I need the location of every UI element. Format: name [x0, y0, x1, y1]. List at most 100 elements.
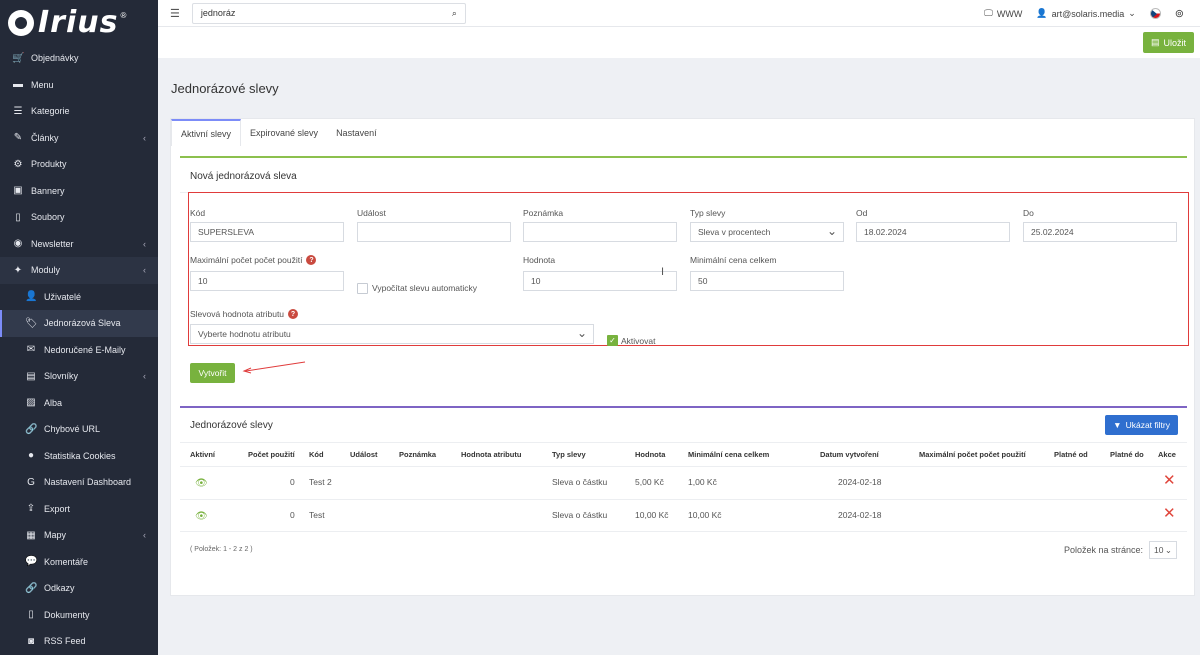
sidebar-item-label: Odkazy [44, 583, 75, 594]
sidebar-item-kategorie[interactable]: ☰ Kategorie [0, 98, 158, 125]
per-page-select[interactable]: 10 ⌄ [1149, 541, 1177, 559]
sidebar-item-u-ivatel-[interactable]: 👤 Uživatelé [0, 284, 158, 311]
attr-value-select[interactable]: Vyberte hodnotu atributu [190, 324, 594, 344]
col-platne-do[interactable]: Platné do [1110, 450, 1144, 459]
col-platne-od[interactable]: Platné od [1054, 450, 1088, 459]
sidebar-item-koment-e[interactable]: 💬 Komentáře [0, 549, 158, 576]
per-page-value: 10 [1154, 545, 1164, 555]
col-typ[interactable]: Typ slevy [552, 450, 586, 459]
sidebar-item-nedoru-en-e-maily[interactable]: ✉ Nedoručené E-Maily [0, 337, 158, 364]
settings-icon[interactable]: ⊚ [1174, 8, 1184, 20]
max-uses-input[interactable]: 10 [190, 271, 344, 291]
col-min-cena[interactable]: Minimální cena celkem [688, 450, 770, 459]
cell-min: 1,00 Kč [688, 477, 717, 487]
sidebar-item-newsletter[interactable]: ◉ Newsletter ‹ [0, 231, 158, 258]
user-menu[interactable]: 👤 art@solaris.media ⌄ [1036, 8, 1135, 19]
eye-icon[interactable]: 👁 [195, 511, 208, 522]
poznamka-input[interactable] [523, 222, 677, 242]
sidebar-item-statistika-cookies[interactable]: ● Statistika Cookies [0, 443, 158, 470]
delete-icon[interactable]: ✕ [1163, 505, 1176, 522]
sidebar-icon: 🏷 [25, 317, 38, 329]
highlight-box [188, 192, 1189, 346]
save-icon: ▤ [1150, 37, 1160, 47]
col-datum[interactable]: Datum vytvoření [820, 450, 879, 459]
search-value: jednoráz [200, 8, 236, 18]
col-hodnota[interactable]: Hodnota [635, 450, 666, 459]
show-filters-button[interactable]: ▼ Ukázat filtry [1105, 415, 1178, 435]
www-link[interactable]: 🖵 WWW [984, 8, 1022, 19]
sidebar-item-produkty[interactable]: ⚙ Produkty [0, 151, 158, 178]
create-button[interactable]: Vytvořit [190, 363, 235, 383]
sidebar-item-dokumenty[interactable]: ▯ Dokumenty [0, 602, 158, 629]
main-card: Aktivní slevy Expirované slevy Nastavení… [170, 118, 1195, 596]
search-icon[interactable]: ⌕ [451, 7, 457, 18]
sidebar-item-jednor-zov-sleva[interactable]: 🏷 Jednorázová Sleva [0, 310, 158, 337]
chevron-left-icon: ‹ [143, 530, 146, 541]
eye-icon[interactable]: 👁 [195, 478, 208, 489]
sidebar-item-bannery[interactable]: ▣ Bannery [0, 178, 158, 205]
sidebar-item-rss-feed[interactable]: ◙ RSS Feed [0, 628, 158, 655]
sidebar-item--l-nky[interactable]: ✎ Články ‹ [0, 125, 158, 152]
col-pocet[interactable]: Počet použití [248, 450, 295, 459]
od-date-input[interactable]: 18.02.2024 [856, 222, 1010, 242]
col-akce: Akce [1158, 450, 1176, 459]
sidebar-item-moduly[interactable]: ✦ Moduly ‹ [0, 257, 158, 284]
logo[interactable]: Irius ® [0, 0, 158, 45]
col-aktivni[interactable]: Aktivní [190, 450, 216, 459]
sidebar-item-mapy[interactable]: ▦ Mapy ‹ [0, 522, 158, 549]
sidebar-icon: 💬 [25, 556, 38, 568]
sidebar-item-label: Alba [44, 397, 63, 408]
activate-label: Aktivovat [621, 336, 656, 346]
sidebar-item-label: RSS Feed [44, 636, 86, 647]
sidebar-item-nastaven-dashboard[interactable]: G Nastavení Dashboard [0, 469, 158, 496]
sidebar-item-chybov-url[interactable]: 🔗 Chybové URL [0, 416, 158, 443]
col-max-pocet[interactable]: Maximální počet počet použití [919, 450, 1026, 459]
sidebar-item-alba[interactable]: ▨ Alba [0, 390, 158, 417]
sidebar-icon: ▦ [26, 529, 36, 541]
monitor-icon: 🖵 [984, 8, 993, 18]
do-date-input[interactable]: 25.02.2024 [1023, 222, 1177, 242]
sidebar-icon: G [27, 476, 35, 488]
hamburger-menu-icon[interactable]: ☰ [170, 7, 180, 20]
sidebar-item-label: Newsletter [31, 238, 74, 249]
od-label: Od [856, 208, 868, 218]
sidebar-item-slovn-ky[interactable]: ▤ Slovníky ‹ [0, 363, 158, 390]
col-kod[interactable]: Kód [309, 450, 324, 459]
min-price-input[interactable]: 50 [690, 271, 844, 291]
user-icon: 👤 [1036, 8, 1048, 18]
udalost-input[interactable] [357, 222, 511, 242]
help-icon[interactable]: ? [306, 255, 317, 265]
sidebar-icon: 🔗 [25, 423, 38, 435]
sidebar-item-menu[interactable]: ▬ Menu [0, 72, 158, 99]
max-uses-text: Maximální počet počet použití [190, 255, 303, 265]
sidebar-item-objedn-vky[interactable]: 🛒 Objednávky [0, 45, 158, 72]
typ-slevy-select[interactable]: Sleva v procentech [690, 222, 844, 242]
filter-icon: ▼ [1113, 420, 1122, 430]
auto-discount-checkbox[interactable] [357, 283, 368, 294]
chevron-left-icon: ‹ [143, 371, 146, 382]
sidebar-nav: 🛒 Objednávky ▬ Menu ☰ Kategorie ✎ Články ‹ ⚙ Produ… [0, 45, 158, 655]
attr-value-label: Slevová hodnota atributu ? [190, 309, 299, 319]
delete-icon[interactable]: ✕ [1163, 472, 1176, 489]
sidebar-item-odkazy[interactable]: 🔗 Odkazy [0, 575, 158, 602]
sidebar-item-label: Kategorie [31, 106, 70, 117]
col-udalost[interactable]: Událost [350, 450, 378, 459]
czech-flag-icon[interactable] [1149, 8, 1161, 19]
kod-input[interactable]: SUPERSLEVA [190, 222, 344, 242]
search-input[interactable]: jednoráz ⌕ [191, 2, 466, 24]
activate-checkbox[interactable]: ✓ [607, 335, 618, 346]
tab-active-discounts[interactable]: Aktivní slevy [171, 119, 242, 146]
col-hodnota-atributu[interactable]: Hodnota atributu [461, 450, 522, 459]
hodnota-input[interactable]: 10 [523, 271, 677, 291]
col-poznamka[interactable]: Poznámka [399, 450, 437, 459]
tab-settings[interactable]: Nastavení [336, 127, 377, 138]
save-button[interactable]: ▤ Uložit [1142, 32, 1194, 53]
page-title: Jednorázové slevy [171, 81, 279, 96]
sidebar-item-export[interactable]: ⇪ Export [0, 496, 158, 523]
sidebar-item-label: Nedoručené E-Maily [44, 344, 126, 355]
tab-expired-discounts[interactable]: Expirované slevy [250, 127, 319, 138]
attr-value-text: Slevová hodnota atributu [190, 309, 285, 319]
help-icon[interactable]: ? [288, 309, 299, 319]
sidebar-item-label: Bannery [31, 185, 65, 196]
sidebar-item-soubory[interactable]: ▯ Soubory [0, 204, 158, 231]
